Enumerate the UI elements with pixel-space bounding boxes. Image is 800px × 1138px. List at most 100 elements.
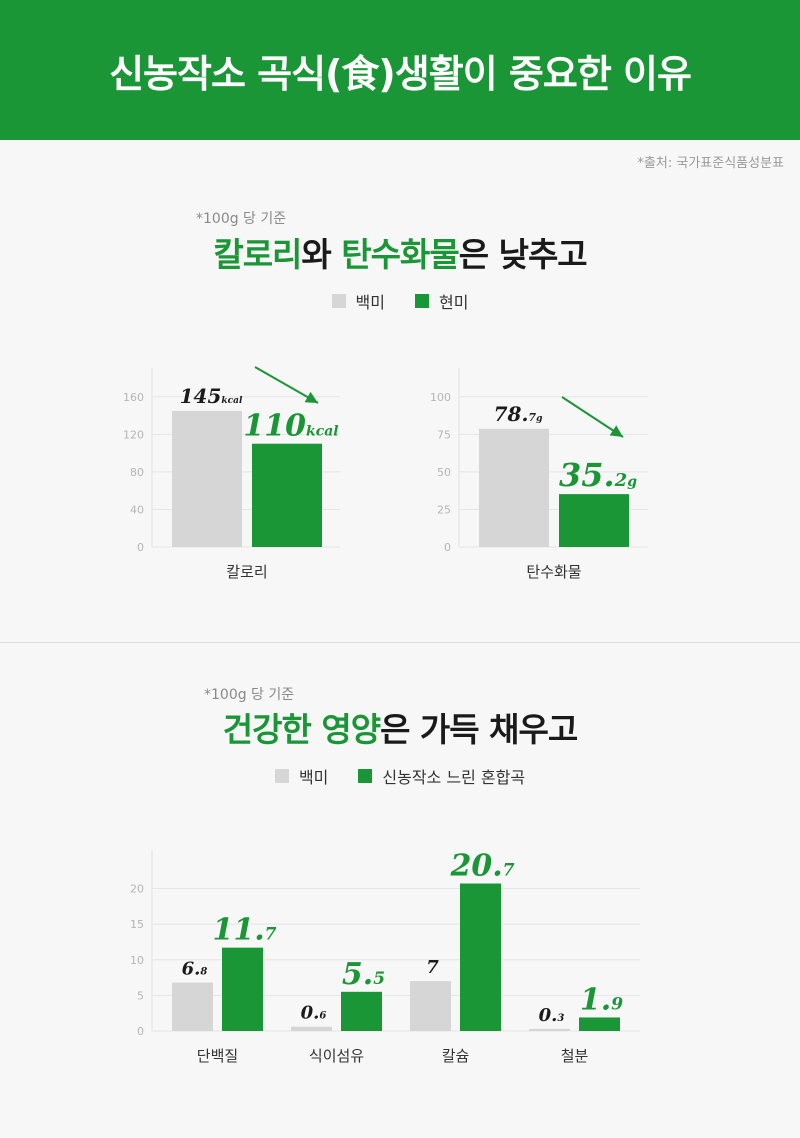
bar-brown-rice — [222, 947, 263, 1031]
value-label: 11.7 — [212, 913, 276, 948]
section2-title: 건강한 영양은 가득 채우고 — [0, 703, 800, 751]
source-note: *출처: 국가표준식품성분표 — [637, 156, 784, 171]
legend-item-white-rice: 백미 — [331, 289, 385, 313]
category-label: 철분 — [561, 1047, 589, 1065]
y-tick-label: 75 — [437, 428, 451, 441]
section2-title-rest: 은 가득 채우고 — [380, 710, 578, 749]
section1-legend: 백미 현미 — [0, 289, 800, 313]
legend-label: 현미 — [439, 293, 469, 312]
y-tick-label: 40 — [130, 503, 144, 516]
section2-legend: 백미 신농작소 느린 혼합곡 — [0, 764, 800, 788]
value-label-unit: g — [536, 414, 542, 424]
bar-white-rice — [172, 982, 213, 1031]
value-label-decimal: 3 — [557, 1013, 564, 1024]
value-label-integer: 11. — [212, 913, 264, 948]
y-tick-label: 160 — [123, 391, 144, 404]
page-title: 신농작소 곡식(食)생활이 중요한 이유 — [109, 51, 692, 96]
y-tick-label: 25 — [437, 503, 451, 516]
bar-brown-rice — [579, 1017, 620, 1031]
arrow-head-icon — [304, 391, 318, 403]
value-label: 145kcal — [180, 384, 243, 408]
value-label-decimal: 9 — [611, 994, 623, 1014]
section1-title-rest: 은 낮추고 — [458, 235, 588, 274]
y-tick-label: 5 — [137, 989, 144, 1002]
bar-white-rice — [410, 981, 451, 1031]
value-label-integer: 6. — [182, 959, 201, 980]
y-tick-label: 120 — [123, 428, 144, 441]
y-tick-label: 15 — [130, 918, 144, 931]
arrow-head-icon — [609, 425, 623, 437]
y-tick-label: 0 — [137, 541, 144, 554]
value-label-integer: 0. — [539, 1005, 558, 1026]
bar-white-rice — [291, 1026, 332, 1031]
category-label: 칼슘 — [442, 1047, 470, 1065]
value-label-decimal: 7 — [265, 925, 277, 945]
value-label-integer: 1. — [580, 982, 611, 1017]
legend-label: 신농작소 느린 혼합곡 — [382, 768, 526, 787]
section-divider — [0, 642, 800, 643]
value-label-integer: 110 — [243, 409, 306, 444]
y-tick-label: 10 — [130, 954, 144, 967]
category-label: 식이섬유 — [309, 1047, 364, 1065]
y-tick-label: 80 — [130, 466, 144, 479]
bar-brown-rice — [252, 443, 322, 547]
value-label-unit: g — [627, 474, 637, 490]
bar-white-rice — [172, 410, 242, 547]
value-label: 0.6 — [301, 1003, 327, 1024]
category-label: 칼로리 — [226, 563, 267, 581]
value-label: 20.7 — [449, 849, 514, 884]
value-label-integer: 0. — [301, 1003, 320, 1024]
value-label-integer: 35. — [559, 456, 615, 494]
legend-swatch-gray — [274, 769, 289, 783]
section2-note: *100g 당 기준 — [204, 687, 295, 703]
y-tick-label: 0 — [444, 541, 451, 554]
legend-item-white-rice: 백미 — [274, 764, 329, 788]
value-label-decimal: 2 — [614, 470, 628, 491]
value-label-decimal: 5 — [373, 969, 385, 989]
legend-label: 백미 — [298, 768, 329, 787]
value-label-unit: kcal — [221, 396, 243, 406]
section1-title-mid: 와 — [301, 235, 342, 274]
legend-swatch-gray — [331, 294, 346, 308]
value-label-decimal: 7 — [503, 861, 515, 881]
legend-swatch-green — [358, 769, 373, 783]
section2-title-highlight: 건강한 영양 — [222, 710, 381, 749]
legend-item-brown-rice: 현미 — [415, 289, 468, 313]
bar-brown-rice — [460, 883, 501, 1031]
category-label: 탄수화물 — [526, 563, 581, 581]
y-tick-label: 20 — [130, 883, 144, 896]
y-tick-label: 100 — [430, 391, 451, 404]
legend-item-mixed-grain: 신농작소 느린 혼합곡 — [358, 764, 525, 788]
trend-arrow-icon — [254, 366, 319, 404]
value-label: 5.5 — [342, 957, 385, 992]
value-label-unit: kcal — [306, 424, 339, 440]
value-label-decimal: 8 — [200, 967, 207, 978]
value-label-integer: 78. — [494, 402, 529, 426]
legend-swatch-green — [415, 294, 429, 308]
value-label: 6.8 — [182, 959, 208, 980]
trend-arrow-icon — [561, 396, 624, 438]
value-label: 0.3 — [539, 1005, 565, 1026]
value-label: 1.9 — [580, 982, 623, 1017]
value-label-integer: 20. — [449, 849, 502, 884]
value-label-integer: 5. — [342, 957, 373, 992]
value-label: 7 — [426, 957, 439, 978]
section1-title-highlight1: 칼로리 — [213, 235, 302, 274]
section1-title-highlight2: 탄수화물 — [341, 235, 459, 274]
y-tick-label: 50 — [437, 466, 451, 479]
category-label: 단백질 — [197, 1047, 238, 1065]
page-header: 신농작소 곡식(食)생활이 중요한 이유 — [0, 0, 800, 140]
bar-white-rice — [479, 428, 549, 547]
section1-note: *100g 당 기준 — [196, 211, 287, 227]
bar-brown-rice — [559, 494, 629, 547]
value-label-integer: 7 — [426, 957, 439, 978]
bar-brown-rice — [341, 991, 382, 1031]
bar-white-rice — [529, 1028, 570, 1031]
nutrition-chart: 051015206.811.7단백질0.65.5식이섬유720.7칼슘0.31.… — [130, 849, 640, 1065]
value-label-integer: 145 — [180, 384, 222, 408]
value-label: 78.7g — [494, 402, 543, 426]
value-label-decimal: 6 — [319, 1011, 326, 1022]
section1-title: 칼로리와 탄수화물은 낮추고 — [0, 228, 800, 276]
